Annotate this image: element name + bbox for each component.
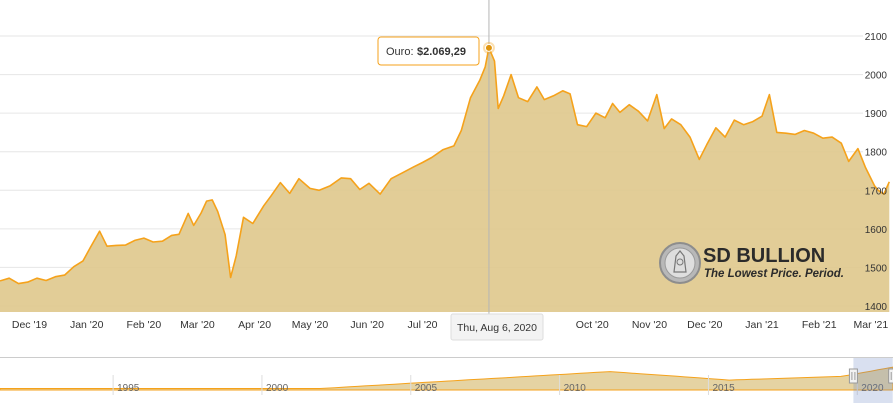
- y-tick-label: 1900: [865, 109, 888, 120]
- y-tick-label: 1600: [865, 225, 888, 236]
- navigator-tick-label: 1995: [117, 383, 140, 394]
- navigator-left-handle[interactable]: [848, 368, 858, 384]
- x-tick-label: Nov '20: [632, 319, 667, 331]
- navigator-tick-label: 2020: [861, 383, 884, 394]
- x-axis-ticks: Dec '19 Jan '20 Feb '20 Mar '20 Apr '20 May '…: [12, 319, 888, 331]
- sd-bullion-logo: SD BULLION The Lowest Price. Period.: [659, 242, 844, 284]
- x-tick-label: Dec '20: [687, 319, 722, 331]
- crosshair-date-label: Thu, Aug 6, 2020: [450, 313, 544, 341]
- logo-tagline: The Lowest Price. Period.: [704, 268, 844, 280]
- tooltip-value: $2.069,29: [417, 46, 466, 58]
- x-tick-label: Jul '20: [407, 319, 437, 331]
- x-tick-label: Oct '20: [576, 319, 609, 331]
- y-tick-label: 1500: [865, 263, 888, 274]
- hover-marker-dot: [484, 43, 493, 52]
- y-tick-label: 2100: [865, 32, 888, 43]
- coin-icon: [659, 242, 701, 284]
- navigator-tick-label: 2010: [564, 383, 587, 394]
- x-tick-label: Feb '21: [802, 319, 837, 331]
- navigator-tick-label: 2000: [266, 383, 289, 394]
- y-tick-label: 1400: [865, 302, 888, 313]
- y-tick-label: 2000: [865, 71, 888, 82]
- area-fill: [0, 47, 890, 313]
- x-tick-label: May '20: [292, 319, 329, 331]
- x-tick-label: Dec '19: [12, 319, 47, 331]
- x-tick-label: Mar '21: [854, 319, 889, 331]
- price-line[interactable]: [0, 47, 891, 285]
- y-tick-label: 1800: [865, 148, 888, 159]
- navigator-tick-label: 2015: [712, 383, 735, 394]
- logo-name: SD BULLION: [703, 245, 825, 267]
- price-area[interactable]: [0, 47, 891, 313]
- x-tick-label: Mar '20: [180, 319, 215, 331]
- x-tick-label: Feb '20: [127, 319, 162, 331]
- date-label-text: Thu, Aug 6, 2020: [457, 322, 537, 334]
- navigator-right-handle[interactable]: [888, 368, 893, 384]
- x-tick-label: Apr '20: [238, 319, 271, 331]
- tooltip-series-label: Ouro:: [386, 46, 414, 58]
- x-tick-label: Jun '20: [350, 319, 384, 331]
- x-tick-label: Jan '21: [745, 319, 779, 331]
- x-tick-label: Jan '20: [70, 319, 104, 331]
- hover-marker: [482, 41, 495, 54]
- navigator-selected-range[interactable]: [853, 358, 893, 403]
- y-axis-ticks: 1400 1500 1600 1700 1800 1900 2000 2100: [865, 32, 888, 313]
- navigator-tick-label: 2005: [415, 383, 438, 394]
- range-navigator[interactable]: 1995 2000 2005 2010 2015 2020: [0, 357, 893, 403]
- navigator-series: [0, 366, 893, 391]
- y-tick-label: 1700: [865, 186, 888, 197]
- tooltip: Ouro: $2.069,29: [377, 36, 480, 66]
